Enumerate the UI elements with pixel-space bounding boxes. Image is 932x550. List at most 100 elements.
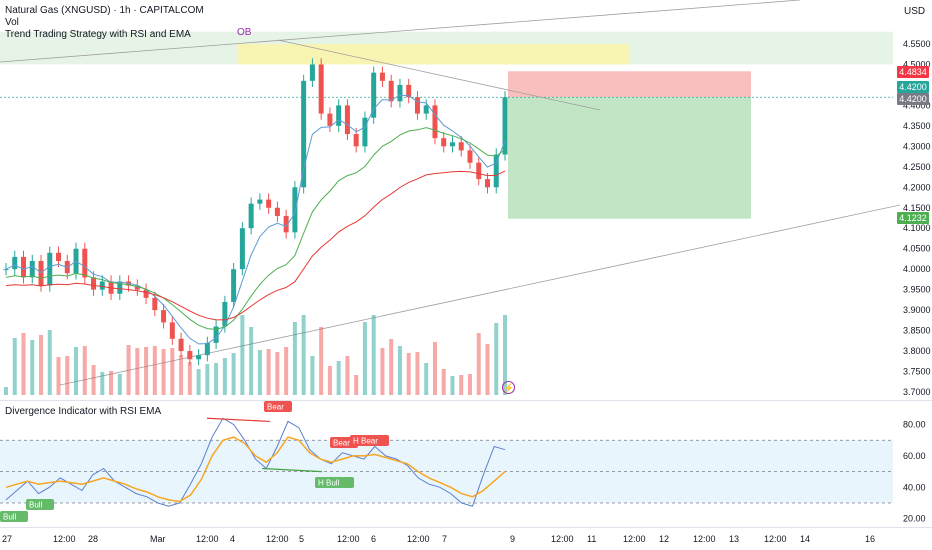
- candle-body: [231, 269, 237, 302]
- volume-bar: [362, 322, 367, 395]
- x-tick-label: 12:00: [196, 534, 219, 544]
- x-tick-label: 12:00: [53, 534, 76, 544]
- volume-bar: [503, 315, 507, 395]
- volume-bar: [459, 375, 464, 395]
- y-tick-label: 4.0000: [903, 264, 931, 274]
- candle-body: [414, 97, 420, 114]
- candle-body: [362, 117, 368, 147]
- x-tick-label: 12:00: [266, 534, 289, 544]
- volume-bar: [12, 338, 17, 395]
- candle-body: [502, 97, 508, 155]
- volume-bar: [494, 323, 499, 395]
- candle-body: [353, 134, 359, 147]
- volume-bar: [109, 371, 114, 395]
- x-tick-label: 28: [88, 534, 98, 544]
- order-block-zone: [237, 44, 630, 65]
- stop-zone: [508, 71, 751, 98]
- x-tick-label: 14: [800, 534, 810, 544]
- candle-body: [117, 281, 123, 294]
- candle-body: [3, 269, 9, 271]
- volume-bar: [389, 339, 394, 395]
- bull-divergence-line: [261, 467, 323, 473]
- x-tick-label: 12:00: [337, 534, 360, 544]
- volume-bar: [205, 364, 210, 395]
- ema-line: [5, 94, 506, 345]
- candle-body: [82, 248, 88, 278]
- candle-body: [441, 138, 447, 147]
- price-tag-last: 4.4200: [897, 81, 929, 93]
- volume-bar: [56, 357, 61, 395]
- bear-divergence-line: [206, 417, 271, 423]
- candle-body: [12, 256, 18, 270]
- y-tick-label: 4.3000: [903, 141, 931, 151]
- ob-label: OB: [237, 27, 252, 38]
- x-tick-label: 12:00: [551, 534, 574, 544]
- y-tick-label: 3.7500: [903, 367, 931, 377]
- candle-body: [283, 215, 289, 233]
- volume-bar: [441, 369, 446, 395]
- volume-bar: [47, 330, 52, 395]
- y-tick-label: 4.2500: [903, 162, 931, 172]
- volume-bar: [196, 369, 201, 395]
- divergence-label: Bull: [3, 513, 17, 522]
- volume-bar: [21, 333, 26, 395]
- volume-bar: [371, 315, 376, 395]
- x-tick-label: 7: [442, 534, 447, 544]
- candle-body: [213, 326, 219, 343]
- pane-divider[interactable]: [0, 400, 932, 401]
- strategy-label[interactable]: Trend Trading Strategy with RSI and EMA: [5, 29, 191, 40]
- volume-bar: [406, 353, 411, 395]
- volume-bar: [144, 347, 149, 395]
- candle-body: [292, 187, 298, 233]
- candle-body: [397, 84, 403, 102]
- ema-line: [5, 170, 506, 321]
- volume-bar: [310, 356, 315, 395]
- candle-body: [484, 179, 490, 188]
- chart-title[interactable]: Natural Gas (XNGUSD) · 1h · CAPITALCOM: [5, 5, 204, 16]
- trendline-lower: [59, 204, 901, 386]
- candle-body: [449, 142, 455, 147]
- candle-body: [344, 105, 350, 135]
- x-tick-label: 12: [659, 534, 669, 544]
- divergence-label: Bear: [267, 403, 284, 412]
- x-tick-label: Mar: [150, 534, 166, 544]
- trendline-ob: [277, 39, 601, 111]
- indicator-title[interactable]: Divergence Indicator with RSI EMA: [5, 406, 162, 417]
- volume-bar: [432, 342, 437, 395]
- x-tick-label: 13: [729, 534, 739, 544]
- candle-body: [327, 113, 333, 126]
- candle-body: [379, 72, 385, 81]
- candle-body: [318, 64, 324, 114]
- volume-bar: [170, 348, 175, 395]
- candle-body: [388, 80, 394, 102]
- volume-bar: [152, 346, 157, 395]
- y-tick-label: 4.2000: [903, 182, 931, 192]
- rsi-tick-label: 80.00: [903, 420, 926, 430]
- volume-bar: [4, 387, 8, 395]
- candle-body: [56, 252, 62, 261]
- candle-body: [309, 64, 315, 81]
- y-tick-label: 4.5000: [903, 59, 931, 69]
- volume-bar: [179, 355, 184, 395]
- flash-icon[interactable]: ⚡: [502, 381, 515, 394]
- volume-label[interactable]: Vol: [5, 17, 19, 28]
- candle-body: [432, 105, 438, 139]
- volume-bar: [380, 348, 385, 395]
- y-tick-label: 4.0500: [903, 244, 931, 254]
- x-tick-label: 12:00: [693, 534, 716, 544]
- candle-body: [169, 322, 175, 339]
- volume-bar: [424, 363, 429, 395]
- divergence-label-bg: [0, 511, 28, 522]
- volume-bar: [135, 348, 140, 395]
- volume-bar: [74, 347, 79, 395]
- candle-body: [239, 228, 245, 270]
- divergence-label-bg: [26, 499, 54, 510]
- volume-bar: [301, 315, 306, 395]
- y-tick-label: 3.7000: [903, 387, 931, 397]
- x-tick-label: 12:00: [764, 534, 787, 544]
- candle-body: [91, 277, 97, 290]
- candle-body: [248, 203, 254, 229]
- candle-body: [274, 207, 280, 216]
